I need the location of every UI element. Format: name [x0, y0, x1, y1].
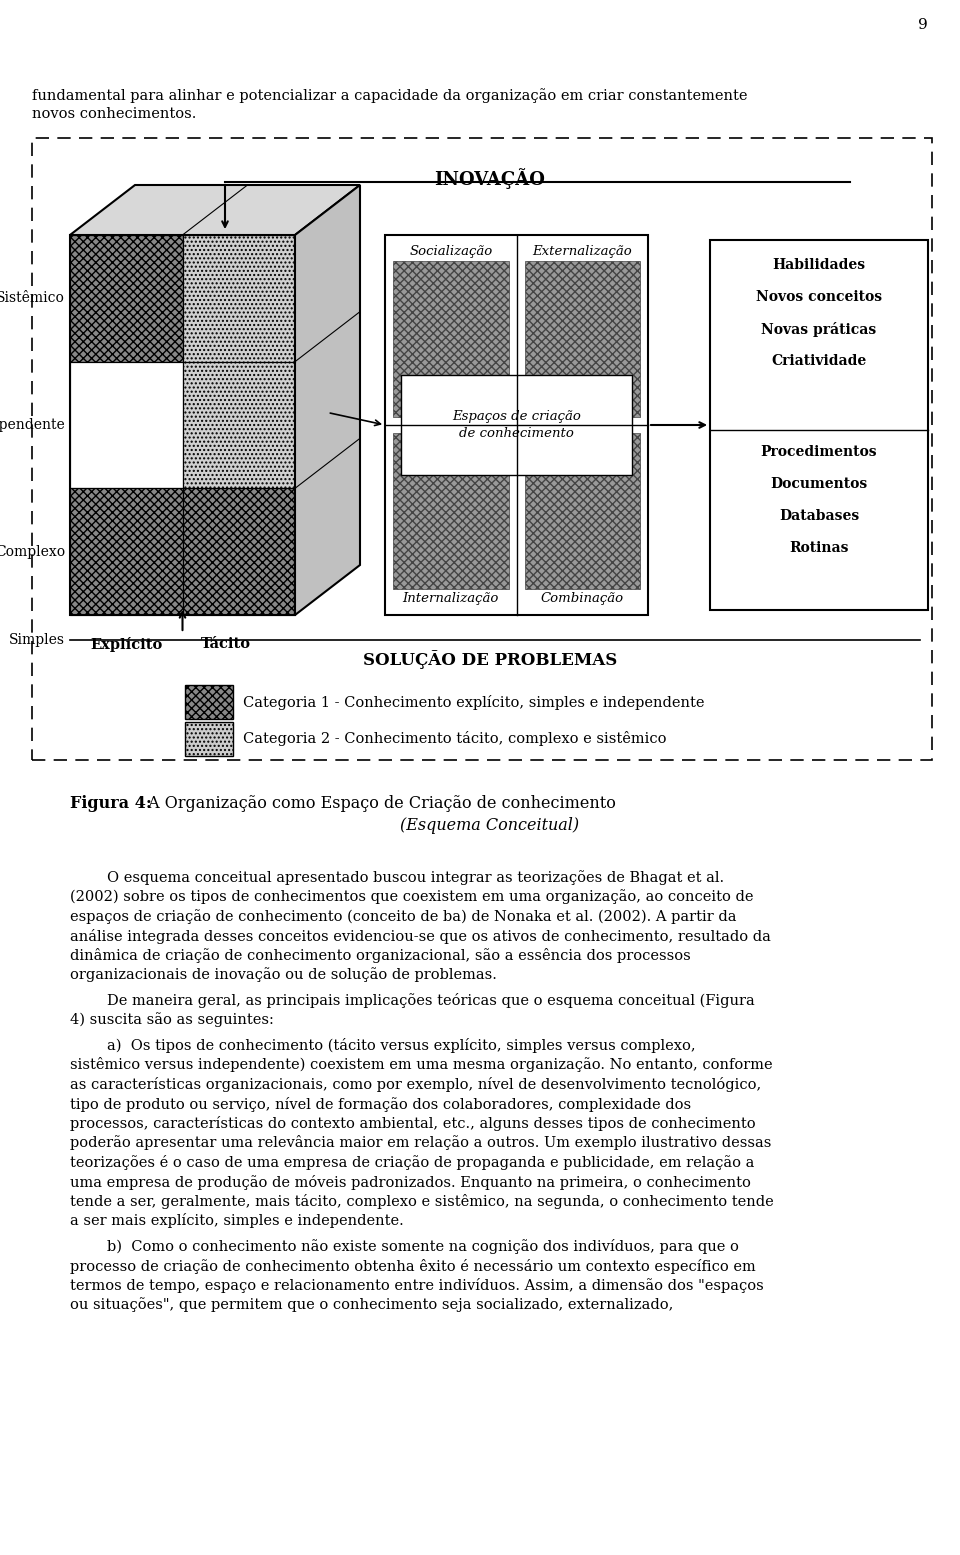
Text: De maneira geral, as principais implicações teóricas que o esquema conceitual (F: De maneira geral, as principais implicaç…	[70, 994, 755, 1008]
Bar	[185, 686, 233, 718]
Text: Habilidades: Habilidades	[773, 258, 866, 272]
Text: as características organizacionais, como por exemplo, nível de desenvolvimento t: as características organizacionais, como…	[70, 1078, 761, 1092]
Text: INOVAÇÃO: INOVAÇÃO	[435, 168, 545, 188]
Text: (2002) sobre os tipos de conhecimentos que coexistem em uma organização, ao conc: (2002) sobre os tipos de conhecimentos q…	[70, 889, 754, 905]
Text: espaços de criação de conhecimento (conceito de ba) de Nonaka et al. (2002). A p: espaços de criação de conhecimento (conc…	[70, 910, 736, 924]
Bar	[385, 235, 648, 614]
Text: organizacionais de inovação ou de solução de problemas.: organizacionais de inovação ou de soluçã…	[70, 967, 497, 983]
Bar	[182, 362, 295, 488]
Text: tende a ser, geralmente, mais tácito, complexo e sistêmico, na segunda, o conhec: tende a ser, geralmente, mais tácito, co…	[70, 1194, 774, 1208]
Bar	[70, 235, 182, 362]
Text: b)  Como o conhecimento não existe somente na cognição dos indivíduos, para que : b) Como o conhecimento não existe soment…	[70, 1239, 739, 1253]
Text: Procedimentos: Procedimentos	[760, 445, 877, 459]
Bar	[70, 488, 182, 614]
Text: Combinação: Combinação	[540, 592, 624, 605]
Text: Figura 4:: Figura 4:	[70, 795, 152, 812]
Text: Novos conceitos: Novos conceitos	[756, 289, 882, 303]
Text: ou situações", que permitem que o conhecimento seja socializado, externalizado,: ou situações", que permitem que o conhec…	[70, 1297, 673, 1312]
Text: Independente: Independente	[0, 418, 65, 432]
Bar	[710, 239, 928, 610]
Text: O esquema conceitual apresentado buscou integrar as teorizações de Bhagat et al.: O esquema conceitual apresentado buscou …	[70, 869, 724, 885]
Text: Externalização: Externalização	[533, 246, 632, 258]
Bar	[185, 722, 233, 756]
Bar	[524, 261, 640, 417]
Text: análise integrada desses conceitos evidenciou-se que os ativos de conhecimento, : análise integrada desses conceitos evide…	[70, 928, 771, 944]
Text: Espaços de criação
de conhecimento: Espaços de criação de conhecimento	[452, 411, 581, 440]
Bar	[182, 488, 295, 614]
Text: Categoria 2 - Conhecimento tácito, complexo e sistêmico: Categoria 2 - Conhecimento tácito, compl…	[243, 731, 666, 746]
Bar	[70, 362, 182, 488]
Text: SOLUÇÃO DE PROBLEMAS: SOLUÇÃO DE PROBLEMAS	[363, 650, 617, 669]
Text: dinâmica de criação de conhecimento organizacional, são a essência dos processos: dinâmica de criação de conhecimento orga…	[70, 949, 691, 963]
Text: sistêmico versus independente) coexistem em uma mesma organização. No entanto, c: sistêmico versus independente) coexistem…	[70, 1057, 773, 1073]
Text: Explícito: Explícito	[90, 638, 162, 652]
Text: fundamental para alinhar e potencializar a capacidade da organização em criar co: fundamental para alinhar e potencializar…	[32, 89, 748, 103]
Text: teorizações é o caso de uma empresa de criação de propaganda e publicidade, em r: teorizações é o caso de uma empresa de c…	[70, 1155, 755, 1169]
Bar	[524, 432, 640, 589]
Text: 4) suscita são as seguintes:: 4) suscita são as seguintes:	[70, 1012, 274, 1028]
Text: processo de criação de conhecimento obtenha êxito é necessário um contexto espec: processo de criação de conhecimento obte…	[70, 1258, 756, 1274]
Text: Databases: Databases	[779, 508, 859, 522]
Text: Novas práticas: Novas práticas	[761, 322, 876, 337]
Text: processos, características do contexto ambiental, etc., alguns desses tipos de c: processos, características do contexto a…	[70, 1116, 756, 1130]
Bar	[70, 235, 295, 614]
Text: a)  Os tipos de conhecimento (tácito versus explícito, simples versus complexo,: a) Os tipos de conhecimento (tácito vers…	[70, 1039, 696, 1053]
Text: Sistêmico: Sistêmico	[0, 291, 65, 305]
Bar	[393, 261, 509, 417]
Text: Internalização: Internalização	[402, 592, 499, 605]
Text: novos conhecimentos.: novos conhecimentos.	[32, 107, 197, 121]
Text: A Organização como Espaço de Criação de conhecimento: A Organização como Espaço de Criação de …	[143, 795, 616, 812]
Bar	[182, 235, 295, 362]
Bar	[393, 432, 509, 589]
Polygon shape	[295, 185, 360, 614]
Text: Socialização: Socialização	[409, 246, 492, 258]
Text: Criatividade: Criatividade	[772, 355, 867, 369]
Text: Simples: Simples	[9, 633, 65, 647]
Text: Complexo: Complexo	[0, 544, 65, 558]
Text: uma empresa de produção de móveis padronizados. Enquanto na primeira, o conhecim: uma empresa de produção de móveis padron…	[70, 1174, 751, 1190]
Text: poderão apresentar uma relevância maior em relação a outros. Um exemplo ilustrat: poderão apresentar uma relevância maior …	[70, 1135, 772, 1151]
Polygon shape	[70, 185, 360, 235]
Text: Categoria 1 - Conhecimento explícito, simples e independente: Categoria 1 - Conhecimento explícito, si…	[243, 695, 705, 709]
Text: 9: 9	[919, 19, 928, 33]
Text: Documentos: Documentos	[770, 477, 868, 491]
Bar	[32, 138, 932, 760]
Text: Tácito: Tácito	[201, 638, 251, 652]
Text: termos de tempo, espaço e relacionamento entre indivíduos. Assim, a dimensão dos: termos de tempo, espaço e relacionamento…	[70, 1278, 764, 1294]
Text: (Esquema Conceitual): (Esquema Conceitual)	[400, 816, 580, 833]
Text: Rotinas: Rotinas	[789, 541, 849, 555]
Text: a ser mais explícito, simples e independente.: a ser mais explícito, simples e independ…	[70, 1213, 404, 1228]
Text: tipo de produto ou serviço, nível de formação dos colaboradores, complexidade do: tipo de produto ou serviço, nível de for…	[70, 1096, 691, 1112]
FancyBboxPatch shape	[401, 375, 632, 474]
